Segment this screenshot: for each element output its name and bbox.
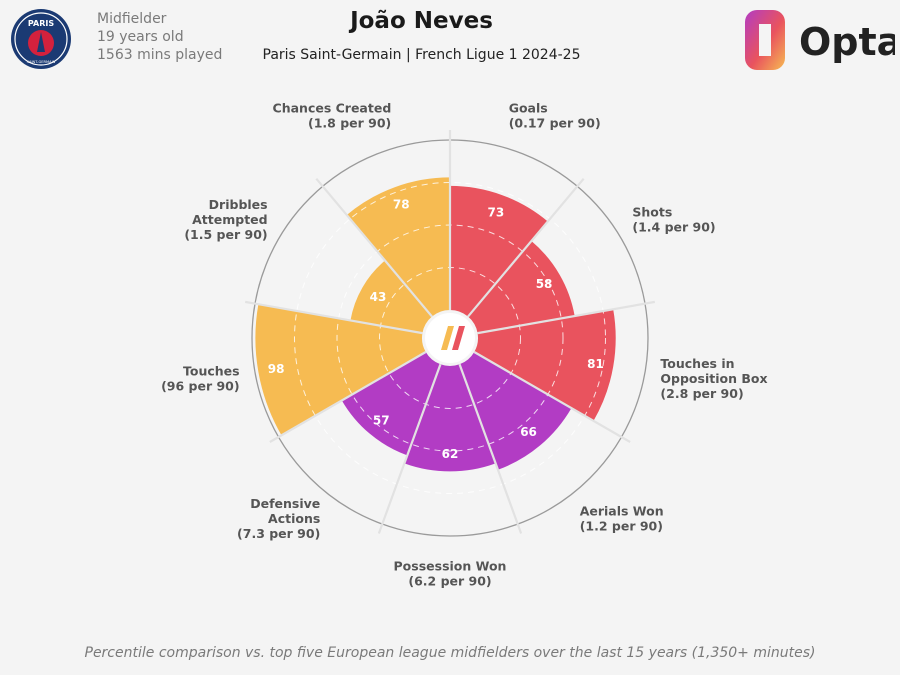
category-label-line: (1.2 per 90) bbox=[580, 518, 663, 533]
spoke-2 bbox=[477, 300, 656, 335]
category-label-line: Dribbles bbox=[209, 197, 268, 212]
category-label-line: Aerials Won bbox=[580, 503, 664, 518]
wedge-4 bbox=[404, 364, 496, 472]
spoke-5 bbox=[377, 363, 442, 534]
player-minutes: 1563 mins played bbox=[97, 47, 223, 63]
category-label-line: (1.4 per 90) bbox=[632, 220, 715, 235]
wedge-7 bbox=[350, 260, 433, 334]
opta-logo: Opta bbox=[745, 10, 895, 70]
value-label-4: 62 bbox=[442, 447, 459, 461]
page-subtitle: Paris Saint-Germain | French Ligue 1 202… bbox=[262, 47, 581, 63]
value-label-2: 81 bbox=[587, 357, 604, 371]
footer-note: Percentile comparison vs. top five Europ… bbox=[84, 645, 816, 661]
category-label-3: Aerials Won(1.2 per 90) bbox=[580, 503, 664, 533]
spoke-4 bbox=[458, 363, 523, 534]
page-title: João Neves bbox=[350, 8, 493, 34]
wedge-8 bbox=[346, 177, 450, 317]
category-label-line: Touches in bbox=[660, 356, 734, 371]
value-label-1: 58 bbox=[536, 277, 553, 291]
category-label-4: Possession Won(6.2 per 90) bbox=[394, 559, 507, 589]
value-label-5: 57 bbox=[373, 413, 390, 427]
category-label-line: Actions bbox=[268, 511, 320, 526]
center-logo-stroke-1 bbox=[452, 326, 465, 350]
category-label-line: Attempted bbox=[192, 212, 267, 227]
category-label-line: Touches bbox=[183, 363, 240, 378]
center-logo-icon bbox=[441, 326, 465, 350]
wedge-2 bbox=[474, 309, 616, 421]
category-label-line: Defensive bbox=[250, 496, 320, 511]
category-label-line: (0.17 per 90) bbox=[509, 116, 601, 131]
category-label-line: (2.8 per 90) bbox=[660, 386, 743, 401]
category-label-6: Touches(96 per 90) bbox=[161, 363, 240, 393]
wedge-6 bbox=[255, 304, 426, 436]
opta-wordmark: Opta bbox=[799, 20, 895, 64]
club-crest-logo: PARIS SAINT-GERMAIN bbox=[11, 9, 71, 69]
grid-ring-2 bbox=[294, 182, 606, 494]
wedge-0 bbox=[450, 185, 548, 317]
category-label-line: Goals bbox=[509, 101, 548, 116]
category-label-1: Shots(1.4 per 90) bbox=[632, 205, 715, 235]
category-label-line: Shots bbox=[632, 205, 672, 220]
spoke-3 bbox=[473, 351, 631, 443]
value-label-3: 66 bbox=[520, 425, 537, 439]
category-label-8: Chances Created(1.8 per 90) bbox=[273, 101, 392, 131]
category-label-0: Goals(0.17 per 90) bbox=[509, 101, 601, 131]
category-label-line: (7.3 per 90) bbox=[237, 526, 320, 541]
spoke-1 bbox=[467, 177, 585, 318]
value-label-7: 43 bbox=[370, 290, 387, 304]
wedge-1 bbox=[467, 241, 575, 334]
player-position: Midfielder bbox=[97, 11, 167, 27]
spoke-6 bbox=[269, 351, 427, 443]
category-label-line: Opposition Box bbox=[660, 371, 767, 386]
center-logo-stroke-0 bbox=[441, 326, 454, 350]
value-label-0: 73 bbox=[488, 205, 505, 219]
player-age: 19 years old bbox=[97, 29, 184, 45]
category-label-line: Chances Created bbox=[273, 101, 392, 116]
spoke-7 bbox=[244, 300, 423, 335]
player-info: Midfielder 19 years old 1563 mins played bbox=[97, 10, 222, 64]
category-label-line: Possession Won bbox=[394, 559, 507, 574]
value-label-6: 98 bbox=[268, 362, 285, 376]
spoke-8 bbox=[315, 177, 433, 318]
category-label-line: (96 per 90) bbox=[161, 378, 240, 393]
category-label-line: (6.2 per 90) bbox=[408, 574, 491, 589]
crest-text-top: PARIS bbox=[28, 19, 54, 28]
value-label-8: 78 bbox=[393, 197, 410, 211]
category-label-line: (1.8 per 90) bbox=[308, 116, 391, 131]
category-label-line: (1.5 per 90) bbox=[184, 227, 267, 242]
crest-text-bottom: SAINT-GERMAIN bbox=[27, 60, 56, 64]
